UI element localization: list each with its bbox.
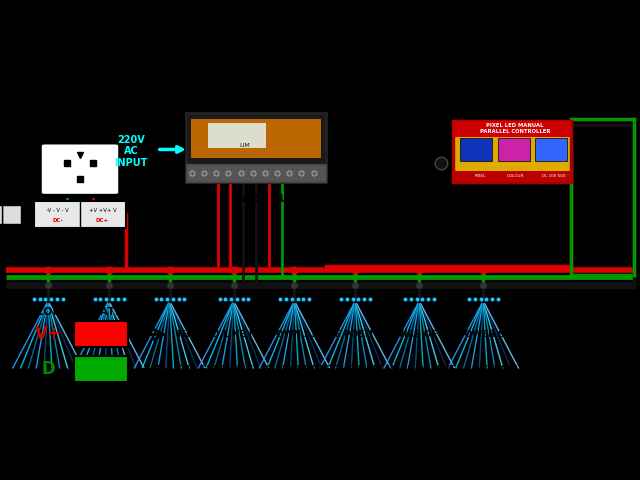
- Bar: [453, 121, 572, 182]
- Bar: [2, 204, 20, 224]
- Text: LIM: LIM: [239, 143, 250, 148]
- Text: DL 100 500: DL 100 500: [542, 174, 565, 179]
- Bar: [453, 121, 572, 137]
- Text: 220V AC
SUPPLY: 220V AC SUPPLY: [56, 118, 104, 140]
- Text: 220V
AC
INPUT: 220V AC INPUT: [115, 135, 148, 168]
- Text: 5V DC OUTPUT: 5V DC OUTPUT: [232, 194, 319, 204]
- Text: THE BLACK WIRE IS SHOWN AS THE NEGATIVE WIRE OF DC POWER SUPPLY.: THE BLACK WIRE IS SHOWN AS THE NEGATIVE …: [176, 399, 557, 408]
- Text: THE RED LINE IS SHOWN AS THE POSITIVE WIRE OF DC POWER SUPPLY.: THE RED LINE IS SHOWN AS THE POSITIVE WI…: [176, 330, 538, 339]
- Text: PIXEL: PIXEL: [474, 174, 486, 179]
- Bar: [535, 138, 567, 161]
- Text: DC+: DC+: [96, 218, 109, 223]
- Bar: [74, 322, 128, 348]
- Text: THE GREEN LINE IS SHOWN AS THE DATA WIRE OF PIXEL CONTROLLER.: THE GREEN LINE IS SHOWN AS THE DATA WIRE…: [176, 365, 536, 373]
- Text: +V +V+ V: +V +V+ V: [88, 208, 116, 213]
- Text: V-: V-: [39, 395, 57, 413]
- Bar: [34, 201, 127, 228]
- Text: V+: V+: [35, 325, 61, 344]
- Bar: [186, 164, 326, 182]
- Text: PIXEL LED MANUAL
PARALLEL CONTROLLER: PIXEL LED MANUAL PARALLEL CONTROLLER: [480, 123, 550, 134]
- Bar: [191, 119, 321, 158]
- Bar: [0, 204, 2, 224]
- Bar: [498, 138, 530, 161]
- Text: DC-: DC-: [52, 218, 63, 223]
- Text: COLOUR: COLOUR: [506, 174, 524, 179]
- Text: PIXEL LED CONTROLLER: PIXEL LED CONTROLLER: [446, 103, 578, 113]
- Bar: [74, 356, 128, 382]
- Bar: [208, 123, 266, 148]
- Bar: [186, 113, 326, 182]
- Bar: [453, 171, 572, 182]
- Text: 5V DC
POWER
SUPPLY: 5V DC POWER SUPPLY: [234, 72, 278, 105]
- Bar: [461, 138, 493, 161]
- Text: -V - V - V: -V - V - V: [46, 208, 69, 213]
- Text: D: D: [41, 360, 55, 378]
- Text: COLOR INDICATES-: COLOR INDICATES-: [19, 307, 136, 317]
- Bar: [74, 391, 128, 417]
- FancyBboxPatch shape: [40, 143, 120, 196]
